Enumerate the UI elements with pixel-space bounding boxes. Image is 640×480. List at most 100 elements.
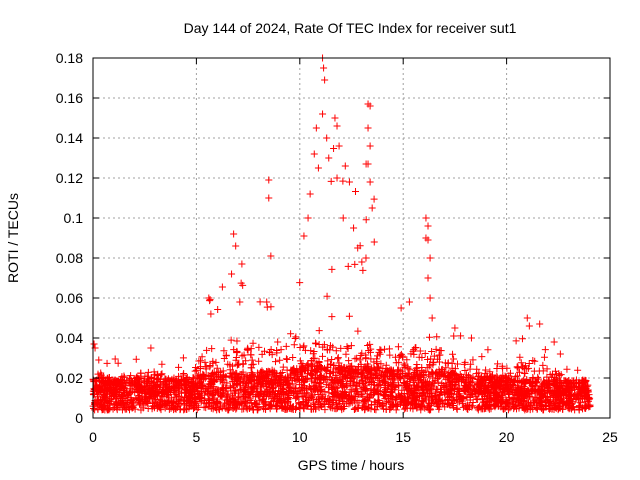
data-point: [240, 351, 248, 359]
data-point: [128, 404, 136, 412]
data-point: [362, 355, 370, 363]
data-point: [171, 390, 179, 398]
data-point: [366, 394, 374, 402]
data-point: [450, 370, 458, 378]
data-point: [250, 372, 258, 380]
data-point: [498, 362, 506, 370]
data-point: [440, 383, 448, 391]
data-point: [253, 369, 261, 377]
data-point: [351, 355, 359, 363]
data-point: [363, 384, 371, 392]
data-point: [543, 365, 551, 373]
data-point: [343, 383, 351, 391]
data-point: [114, 359, 122, 367]
data-point: [492, 397, 500, 405]
data-point: [323, 367, 331, 375]
data-point: [122, 396, 130, 404]
data-point: [404, 398, 412, 406]
data-point: [249, 360, 257, 368]
data-point: [484, 404, 492, 412]
data-point: [341, 389, 349, 396]
data-point: [198, 353, 206, 361]
data-point: [453, 404, 461, 412]
data-point: [279, 404, 287, 412]
data-point: [422, 379, 430, 387]
data-point: [294, 375, 302, 383]
data-point: [147, 344, 155, 352]
data-point: [492, 400, 500, 408]
data-point: [149, 379, 157, 387]
data-point: [183, 386, 191, 394]
data-point: [194, 371, 202, 379]
data-point: [202, 365, 210, 373]
data-point: [233, 349, 241, 357]
data-point: [275, 376, 283, 384]
data-point: [208, 345, 216, 353]
data-point: [331, 377, 339, 385]
data-point: [213, 406, 221, 414]
data-point: [197, 394, 205, 402]
data-point: [503, 398, 511, 406]
data-point: [570, 380, 578, 388]
data-point: [370, 195, 378, 203]
data-point: [350, 224, 358, 232]
data-point: [540, 380, 548, 388]
data-point: [280, 397, 288, 405]
data-point: [429, 361, 437, 369]
data-point: [244, 344, 252, 352]
data-point: [321, 400, 329, 408]
data-point: [472, 393, 480, 401]
data-point: [234, 389, 242, 397]
data-point: [172, 393, 180, 401]
data-point: [338, 382, 346, 390]
y-tick-label: 0.04: [56, 330, 83, 346]
data-point: [233, 380, 241, 388]
data-point: [270, 391, 278, 399]
data-point: [307, 361, 315, 369]
data-point: [357, 368, 365, 376]
data-point: [391, 374, 399, 382]
data-point: [335, 359, 343, 367]
data-point: [304, 394, 312, 402]
data-point: [132, 355, 140, 363]
data-point: [261, 370, 269, 378]
data-point: [337, 344, 345, 352]
data-point: [157, 406, 165, 414]
data-point: [230, 346, 238, 354]
axis-ticks: [92, 57, 611, 419]
data-point: [328, 356, 336, 364]
data-point: [320, 64, 328, 72]
data-point: [205, 294, 213, 302]
data-point: [255, 357, 263, 365]
data-point: [435, 405, 443, 413]
data-point: [228, 270, 236, 278]
data-point: [113, 406, 121, 414]
data-point: [144, 375, 152, 383]
data-point: [121, 405, 129, 413]
data-point: [387, 404, 395, 412]
data-point: [374, 396, 382, 404]
data-point: [371, 385, 379, 393]
data-point: [163, 380, 171, 388]
data-point: [256, 298, 264, 306]
data-point: [330, 144, 338, 152]
data-point: [317, 383, 325, 391]
data-point: [239, 393, 247, 401]
data-point: [274, 390, 282, 398]
data-point: [291, 367, 299, 375]
data-point: [407, 350, 415, 358]
data-point: [133, 380, 141, 388]
x-tick-labels: 0 5 10 15 20 25: [89, 429, 618, 445]
data-point: [328, 313, 336, 321]
data-point: [226, 366, 234, 374]
data-point: [238, 400, 246, 408]
data-point: [501, 381, 509, 389]
data-point: [118, 377, 126, 385]
data-point: [351, 188, 359, 196]
data-point: [357, 351, 365, 359]
data-point: [570, 403, 578, 411]
data-point: [352, 404, 360, 412]
data-point: [311, 385, 319, 393]
data-point: [111, 355, 119, 363]
